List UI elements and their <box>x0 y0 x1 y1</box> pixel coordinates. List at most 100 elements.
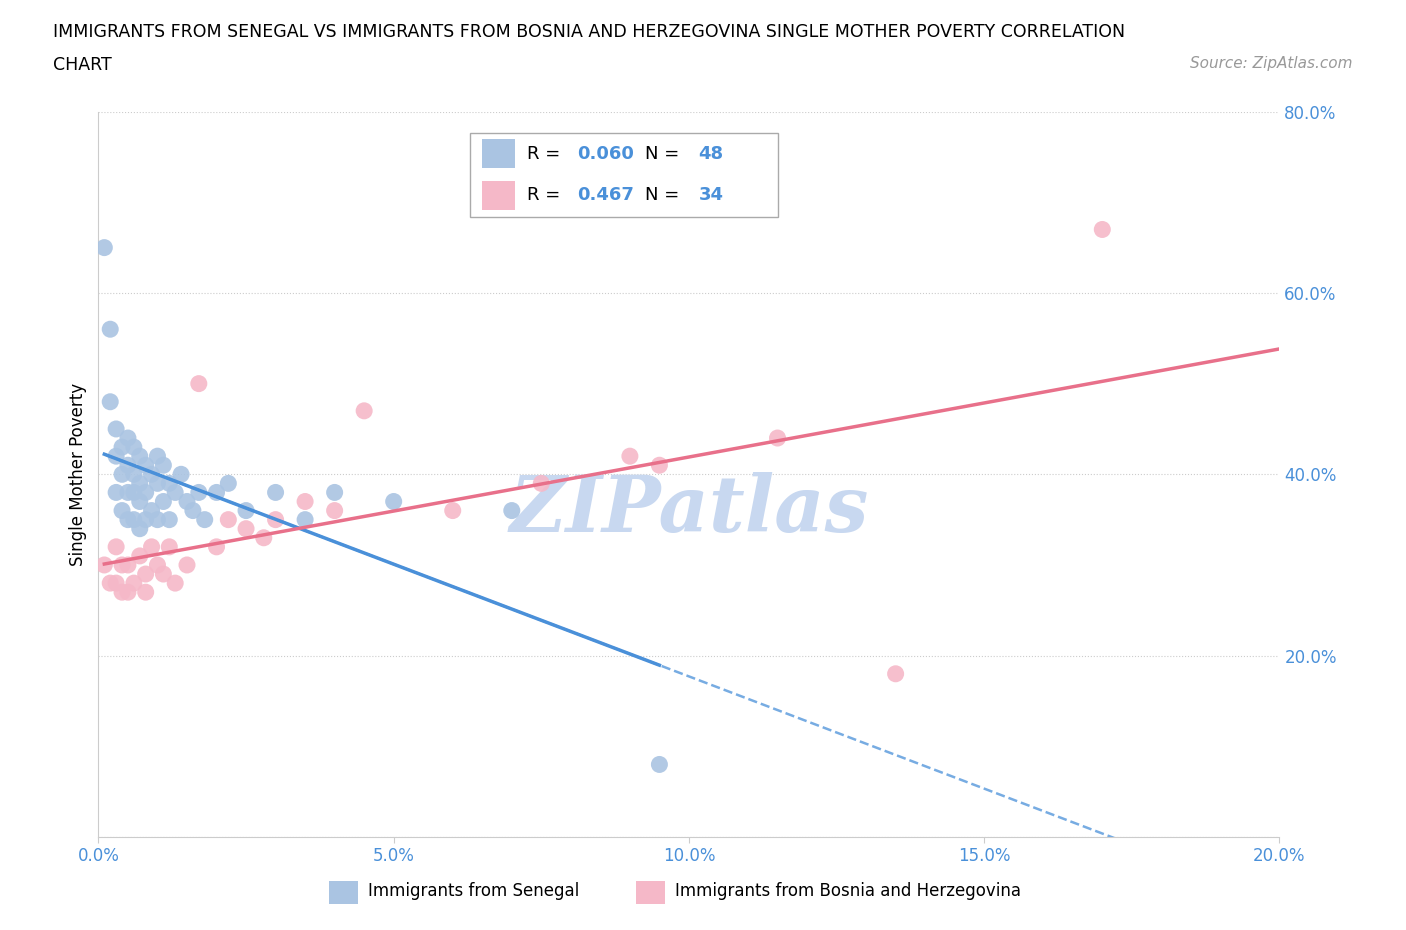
Point <box>187 485 209 500</box>
Point <box>884 667 907 682</box>
Point <box>187 377 209 392</box>
Point <box>141 503 163 518</box>
Point <box>105 539 128 554</box>
Point <box>264 485 287 500</box>
Point <box>264 512 287 527</box>
Point <box>146 512 169 527</box>
Point <box>146 476 169 491</box>
Point <box>135 512 157 527</box>
Point <box>157 539 180 554</box>
Point <box>128 494 150 509</box>
Text: Immigrants from Bosnia and Herzegovina: Immigrants from Bosnia and Herzegovina <box>675 883 1021 900</box>
Point <box>111 585 134 600</box>
Text: 0.060: 0.060 <box>576 145 634 163</box>
Point <box>105 485 128 500</box>
Point <box>141 467 163 482</box>
Text: Immigrants from Senegal: Immigrants from Senegal <box>368 883 579 900</box>
Point <box>117 558 139 573</box>
Point <box>382 494 405 509</box>
Point <box>111 467 134 482</box>
Text: R =: R = <box>527 186 567 204</box>
Point <box>117 458 139 472</box>
Point <box>135 566 157 581</box>
Point <box>105 576 128 591</box>
Point <box>122 467 145 482</box>
Point <box>323 485 346 500</box>
Point <box>117 485 139 500</box>
Point <box>530 476 553 491</box>
Point <box>152 494 174 509</box>
Point <box>176 558 198 573</box>
Point <box>441 503 464 518</box>
Bar <box>482 140 516 168</box>
Point <box>98 394 121 409</box>
Point <box>501 503 523 518</box>
Point <box>165 576 187 591</box>
Point <box>294 512 316 527</box>
Point <box>205 485 228 500</box>
Point <box>235 503 257 518</box>
Point <box>117 585 139 600</box>
Bar <box>482 180 516 209</box>
Point <box>117 431 139 445</box>
Point <box>157 476 180 491</box>
Point <box>152 566 174 581</box>
Point <box>111 558 134 573</box>
Text: Source: ZipAtlas.com: Source: ZipAtlas.com <box>1189 56 1353 71</box>
Point <box>111 440 134 455</box>
Point <box>217 476 239 491</box>
Point <box>648 458 671 472</box>
Point <box>93 558 115 573</box>
Text: R =: R = <box>527 145 567 163</box>
Point <box>766 431 789 445</box>
Point <box>122 485 145 500</box>
Text: N =: N = <box>645 186 685 204</box>
Point <box>122 576 145 591</box>
Bar <box>636 881 665 905</box>
Text: 48: 48 <box>699 145 724 163</box>
Point <box>105 421 128 436</box>
Point <box>176 494 198 509</box>
Point <box>141 539 163 554</box>
Point <box>128 476 150 491</box>
Point <box>353 404 375 418</box>
Point <box>165 485 187 500</box>
Text: 0.467: 0.467 <box>576 186 634 204</box>
Point <box>98 322 121 337</box>
Y-axis label: Single Mother Poverty: Single Mother Poverty <box>69 383 87 565</box>
Text: CHART: CHART <box>53 56 112 73</box>
Point <box>135 585 157 600</box>
Point <box>157 512 180 527</box>
FancyBboxPatch shape <box>471 133 778 217</box>
Text: ZIPatlas: ZIPatlas <box>509 472 869 549</box>
Point <box>128 521 150 536</box>
Point <box>152 458 174 472</box>
Point <box>1091 222 1114 237</box>
Point <box>194 512 217 527</box>
Point <box>122 440 145 455</box>
Bar <box>329 881 359 905</box>
Text: 34: 34 <box>699 186 724 204</box>
Point <box>323 503 346 518</box>
Point <box>294 494 316 509</box>
Point <box>105 449 128 464</box>
Text: IMMIGRANTS FROM SENEGAL VS IMMIGRANTS FROM BOSNIA AND HERZEGOVINA SINGLE MOTHER : IMMIGRANTS FROM SENEGAL VS IMMIGRANTS FR… <box>53 23 1126 41</box>
Point <box>146 558 169 573</box>
Point <box>128 449 150 464</box>
Point <box>619 449 641 464</box>
Point <box>253 530 276 545</box>
Point <box>181 503 204 518</box>
Point <box>111 503 134 518</box>
Point <box>205 539 228 554</box>
Point <box>98 576 121 591</box>
Point <box>170 467 193 482</box>
Point <box>648 757 671 772</box>
Point <box>146 449 169 464</box>
Point <box>128 549 150 564</box>
Point <box>117 512 139 527</box>
Point <box>122 512 145 527</box>
Text: N =: N = <box>645 145 685 163</box>
Point <box>235 521 257 536</box>
Point <box>217 512 239 527</box>
Point <box>135 485 157 500</box>
